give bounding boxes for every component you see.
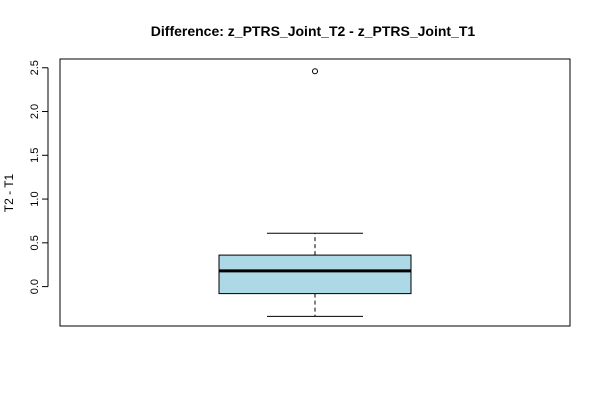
y-tick-label: 2.0 <box>29 104 41 119</box>
y-tick-label: 2.5 <box>29 60 41 75</box>
chart-title: Difference: z_PTRS_Joint_T2 - z_PTRS_Joi… <box>151 23 476 39</box>
y-tick-label: 0.5 <box>29 235 41 250</box>
y-axis-label: T2 - T1 <box>2 173 16 212</box>
interquartile-box <box>218 254 412 295</box>
plot-frame <box>59 58 571 327</box>
box-group <box>218 68 412 317</box>
y-tick-label: 1.0 <box>29 191 41 206</box>
y-tick-label: 1.5 <box>29 148 41 163</box>
y-axis: 0.0 0.5 1.0 1.5 2.0 2.5 <box>29 60 49 294</box>
y-tick-label: 0.0 <box>29 279 41 294</box>
outlier-point <box>312 68 318 75</box>
